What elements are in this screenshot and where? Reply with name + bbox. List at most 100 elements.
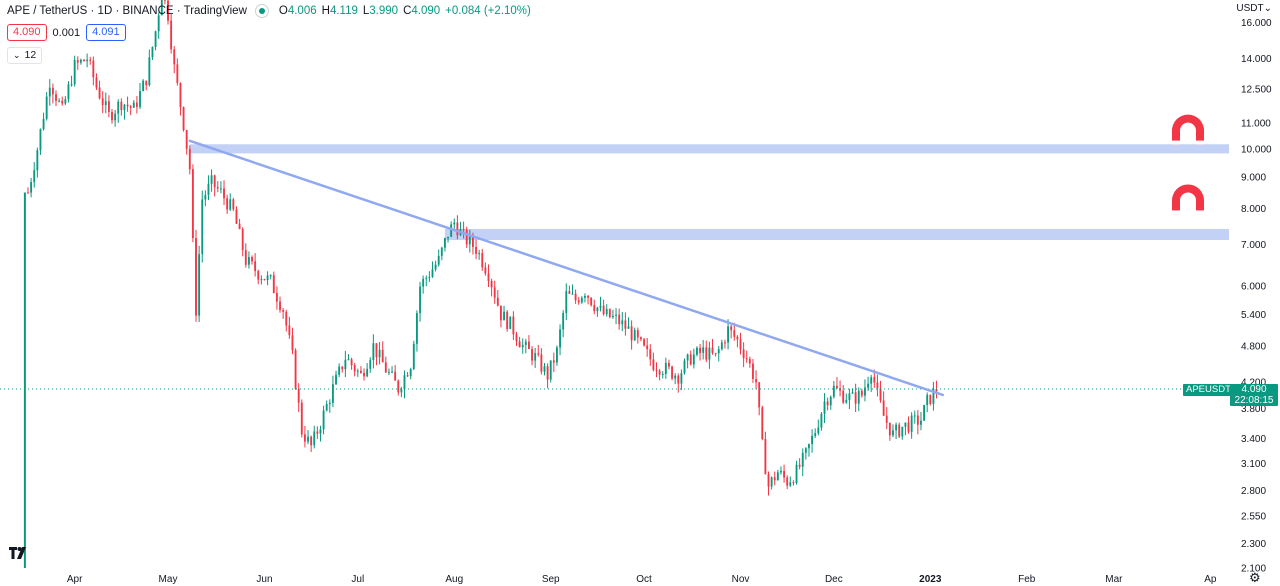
price-tick-label: 4.800: [1241, 341, 1266, 352]
candle-body: [391, 371, 393, 373]
candle-body: [135, 102, 138, 107]
price-tick-label: 14.000: [1241, 54, 1272, 65]
candle-body: [552, 360, 555, 363]
candle-body: [870, 377, 873, 384]
candle-body: [167, 0, 169, 21]
buy-price-button[interactable]: 4.091: [86, 24, 126, 41]
candle-body: [587, 295, 589, 298]
candle-body: [353, 365, 356, 372]
candle-body: [714, 353, 717, 355]
candle-body: [655, 369, 658, 371]
candle-body: [646, 345, 649, 350]
candle-body: [36, 150, 39, 171]
last-price-label: 4.090 22:08:15: [1230, 384, 1278, 406]
candle-body: [285, 311, 288, 326]
candle-body: [786, 477, 789, 486]
candle-body: [904, 422, 907, 427]
candle-body: [549, 360, 552, 380]
symbol-title[interactable]: APE / TetherUS · 1D · BINANCE · TradingV…: [7, 5, 247, 17]
candle-body: [851, 392, 854, 394]
candle-body: [139, 91, 141, 107]
price-tick-label: 2.100: [1241, 564, 1266, 575]
candle-body: [864, 387, 866, 396]
sell-price-button[interactable]: 4.090: [7, 24, 47, 41]
candle-body: [176, 64, 179, 84]
magnet-tip: [1196, 140, 1204, 145]
candle-body: [403, 375, 406, 390]
indicators-toggle[interactable]: ⌄ 12: [7, 47, 43, 64]
candle-body: [577, 300, 580, 303]
currency-selector[interactable]: USDT⌄: [1236, 3, 1272, 14]
candle-body: [412, 343, 415, 370]
candle-body: [568, 291, 571, 294]
candle-body: [216, 187, 219, 189]
price-tick-label: 2.800: [1241, 486, 1266, 497]
candle-body: [378, 349, 381, 358]
candle-body: [179, 83, 182, 108]
candle-body: [257, 271, 260, 280]
candle-body: [415, 313, 418, 344]
candle-body: [832, 385, 835, 397]
candle-body: [624, 320, 627, 329]
candle-body: [745, 358, 748, 360]
candle-body: [369, 360, 372, 369]
candle-body: [801, 452, 804, 467]
price-axis: 16.000 14.000 12.500 11.000 10.000 9.000 8.000…: [1241, 18, 1272, 574]
candle-body: [926, 394, 929, 406]
candle-body: [173, 49, 176, 65]
candle-body: [845, 399, 848, 403]
indicator-count: 12: [24, 49, 37, 61]
candle-body: [758, 382, 761, 408]
candle-body: [123, 104, 126, 111]
candle-body: [733, 330, 736, 337]
candle-body: [154, 31, 157, 47]
candle-body: [671, 366, 673, 379]
candle-body: [465, 229, 468, 245]
settings-gear-icon[interactable]: ⚙: [1249, 570, 1261, 585]
candle-body: [854, 392, 857, 404]
candle-body: [55, 94, 57, 101]
candle-body: [820, 413, 823, 428]
price-zone: [444, 228, 1230, 241]
candle-body: [770, 477, 773, 487]
candle-body: [229, 199, 232, 210]
candle-body: [559, 329, 561, 348]
candle-body: [664, 362, 667, 375]
candle-body: [104, 101, 107, 106]
candle-body: [748, 358, 751, 364]
low-value: 3.990: [369, 5, 399, 17]
candle-body: [826, 401, 829, 406]
candle-body: [195, 238, 197, 316]
last-price-value: 4.090: [1241, 384, 1267, 395]
candle-body: [481, 253, 484, 268]
candle-body: [297, 388, 300, 403]
low-label: L: [362, 5, 370, 17]
candle-body: [235, 209, 238, 224]
candle-body: [873, 377, 876, 383]
candle-body: [602, 305, 605, 315]
candle-body: [282, 310, 285, 312]
candle-body: [916, 415, 919, 425]
candle-body: [668, 362, 670, 367]
candle-body: [898, 424, 901, 437]
candle-body: [279, 301, 281, 311]
market-status-icon[interactable]: [254, 4, 269, 18]
price-tick-label: 8.000: [1241, 204, 1266, 215]
tradingview-logo-icon[interactable]: [8, 545, 30, 561]
candle-body: [450, 224, 453, 237]
candle-body: [692, 354, 695, 365]
candle-body: [876, 382, 879, 388]
candle-body: [795, 464, 798, 483]
candle-body: [892, 430, 894, 436]
candle-body: [335, 374, 337, 385]
candle-body: [860, 390, 863, 396]
time-tick-label: May: [159, 574, 178, 585]
candle-body: [836, 385, 838, 389]
candle-body: [798, 464, 801, 467]
candle-body: [593, 305, 596, 312]
change-value: +0.084 (+2.10%): [445, 5, 531, 17]
candle-body: [163, 0, 166, 1]
candle-body: [120, 101, 123, 111]
candle-body: [640, 337, 642, 340]
